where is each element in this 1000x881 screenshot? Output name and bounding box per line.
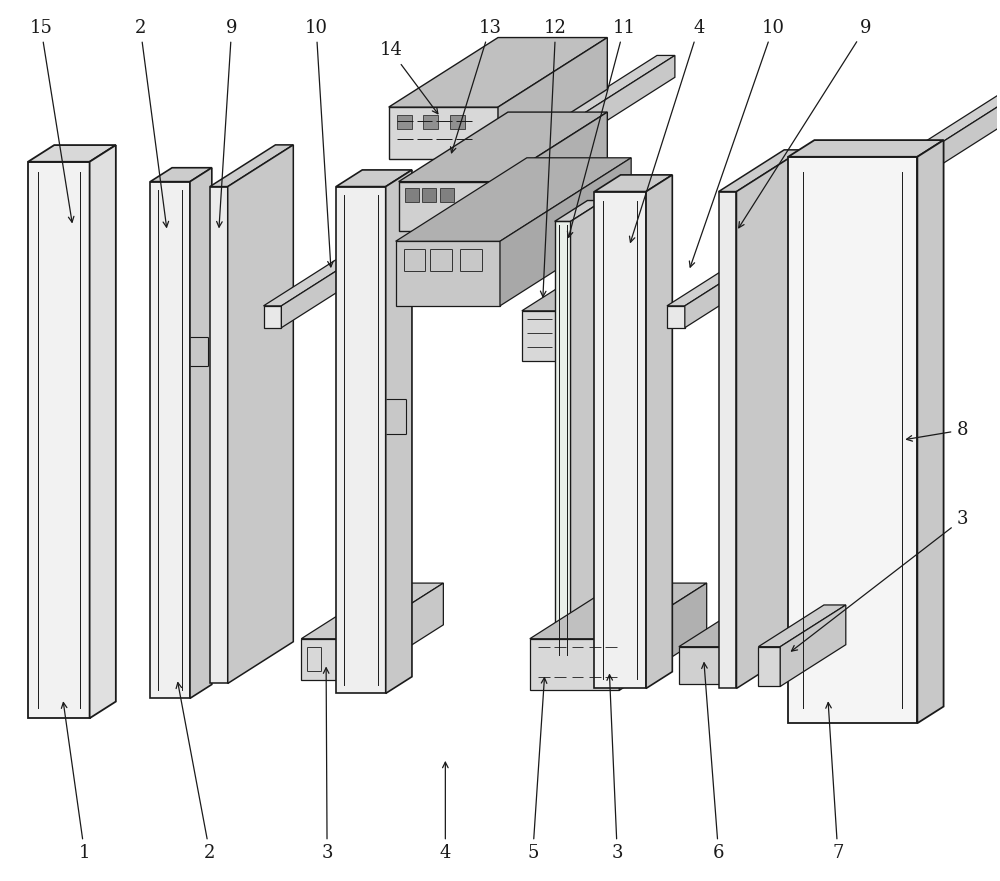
Polygon shape xyxy=(301,583,443,639)
Polygon shape xyxy=(555,201,603,221)
Polygon shape xyxy=(594,175,672,191)
Polygon shape xyxy=(210,187,228,684)
Text: 4: 4 xyxy=(629,19,704,242)
Text: 5: 5 xyxy=(527,677,547,862)
Polygon shape xyxy=(210,144,293,187)
Text: 9: 9 xyxy=(739,19,871,228)
Polygon shape xyxy=(450,115,465,129)
Polygon shape xyxy=(440,188,454,202)
Polygon shape xyxy=(619,583,707,691)
Text: 10: 10 xyxy=(689,19,785,267)
Text: 1: 1 xyxy=(61,702,90,862)
Text: 15: 15 xyxy=(29,19,74,222)
Polygon shape xyxy=(667,56,1000,306)
Text: 2: 2 xyxy=(176,683,216,862)
Text: 7: 7 xyxy=(826,702,844,862)
Polygon shape xyxy=(758,647,780,686)
Text: 9: 9 xyxy=(217,19,237,227)
Polygon shape xyxy=(500,158,631,306)
Polygon shape xyxy=(594,191,646,688)
Text: 10: 10 xyxy=(305,19,333,267)
Polygon shape xyxy=(389,38,607,107)
Polygon shape xyxy=(396,158,631,241)
Polygon shape xyxy=(679,647,729,685)
Polygon shape xyxy=(498,112,607,232)
Text: 8: 8 xyxy=(907,421,968,441)
Polygon shape xyxy=(522,255,647,311)
Polygon shape xyxy=(530,639,619,691)
Polygon shape xyxy=(228,144,293,684)
Polygon shape xyxy=(423,115,438,129)
Polygon shape xyxy=(719,191,736,688)
Polygon shape xyxy=(571,201,603,659)
Polygon shape xyxy=(150,167,212,181)
Polygon shape xyxy=(264,56,675,306)
Polygon shape xyxy=(719,150,802,191)
Polygon shape xyxy=(28,145,116,162)
Polygon shape xyxy=(530,583,707,639)
Polygon shape xyxy=(788,140,944,157)
Polygon shape xyxy=(522,311,560,360)
Polygon shape xyxy=(90,145,116,718)
Polygon shape xyxy=(150,181,190,699)
Polygon shape xyxy=(729,591,816,685)
Polygon shape xyxy=(736,150,802,688)
Polygon shape xyxy=(788,157,917,723)
Polygon shape xyxy=(560,255,647,360)
Text: 3: 3 xyxy=(607,675,623,862)
Polygon shape xyxy=(397,115,412,129)
Polygon shape xyxy=(386,170,412,693)
Polygon shape xyxy=(28,162,90,718)
Text: 3: 3 xyxy=(791,510,968,651)
Text: 12: 12 xyxy=(540,19,567,297)
Polygon shape xyxy=(422,188,436,202)
Polygon shape xyxy=(336,170,412,187)
Text: 6: 6 xyxy=(702,663,724,862)
Polygon shape xyxy=(301,639,356,680)
Polygon shape xyxy=(389,107,498,159)
Polygon shape xyxy=(685,56,1000,328)
Text: 3: 3 xyxy=(321,668,333,862)
Polygon shape xyxy=(646,175,672,688)
Polygon shape xyxy=(399,181,498,232)
Polygon shape xyxy=(498,38,607,159)
Polygon shape xyxy=(264,306,281,328)
Polygon shape xyxy=(758,605,846,647)
Polygon shape xyxy=(917,140,944,723)
Polygon shape xyxy=(679,591,816,647)
Polygon shape xyxy=(356,583,443,680)
Polygon shape xyxy=(396,241,500,306)
Text: 13: 13 xyxy=(451,19,502,152)
Polygon shape xyxy=(555,221,571,659)
Polygon shape xyxy=(399,112,607,181)
Text: 4: 4 xyxy=(440,762,451,862)
Polygon shape xyxy=(780,605,846,686)
Polygon shape xyxy=(281,56,675,328)
Polygon shape xyxy=(405,188,419,202)
Polygon shape xyxy=(190,167,212,699)
Text: 2: 2 xyxy=(135,19,169,227)
Polygon shape xyxy=(667,306,685,328)
Text: 11: 11 xyxy=(567,19,636,237)
Polygon shape xyxy=(336,187,386,693)
Text: 14: 14 xyxy=(379,41,438,114)
